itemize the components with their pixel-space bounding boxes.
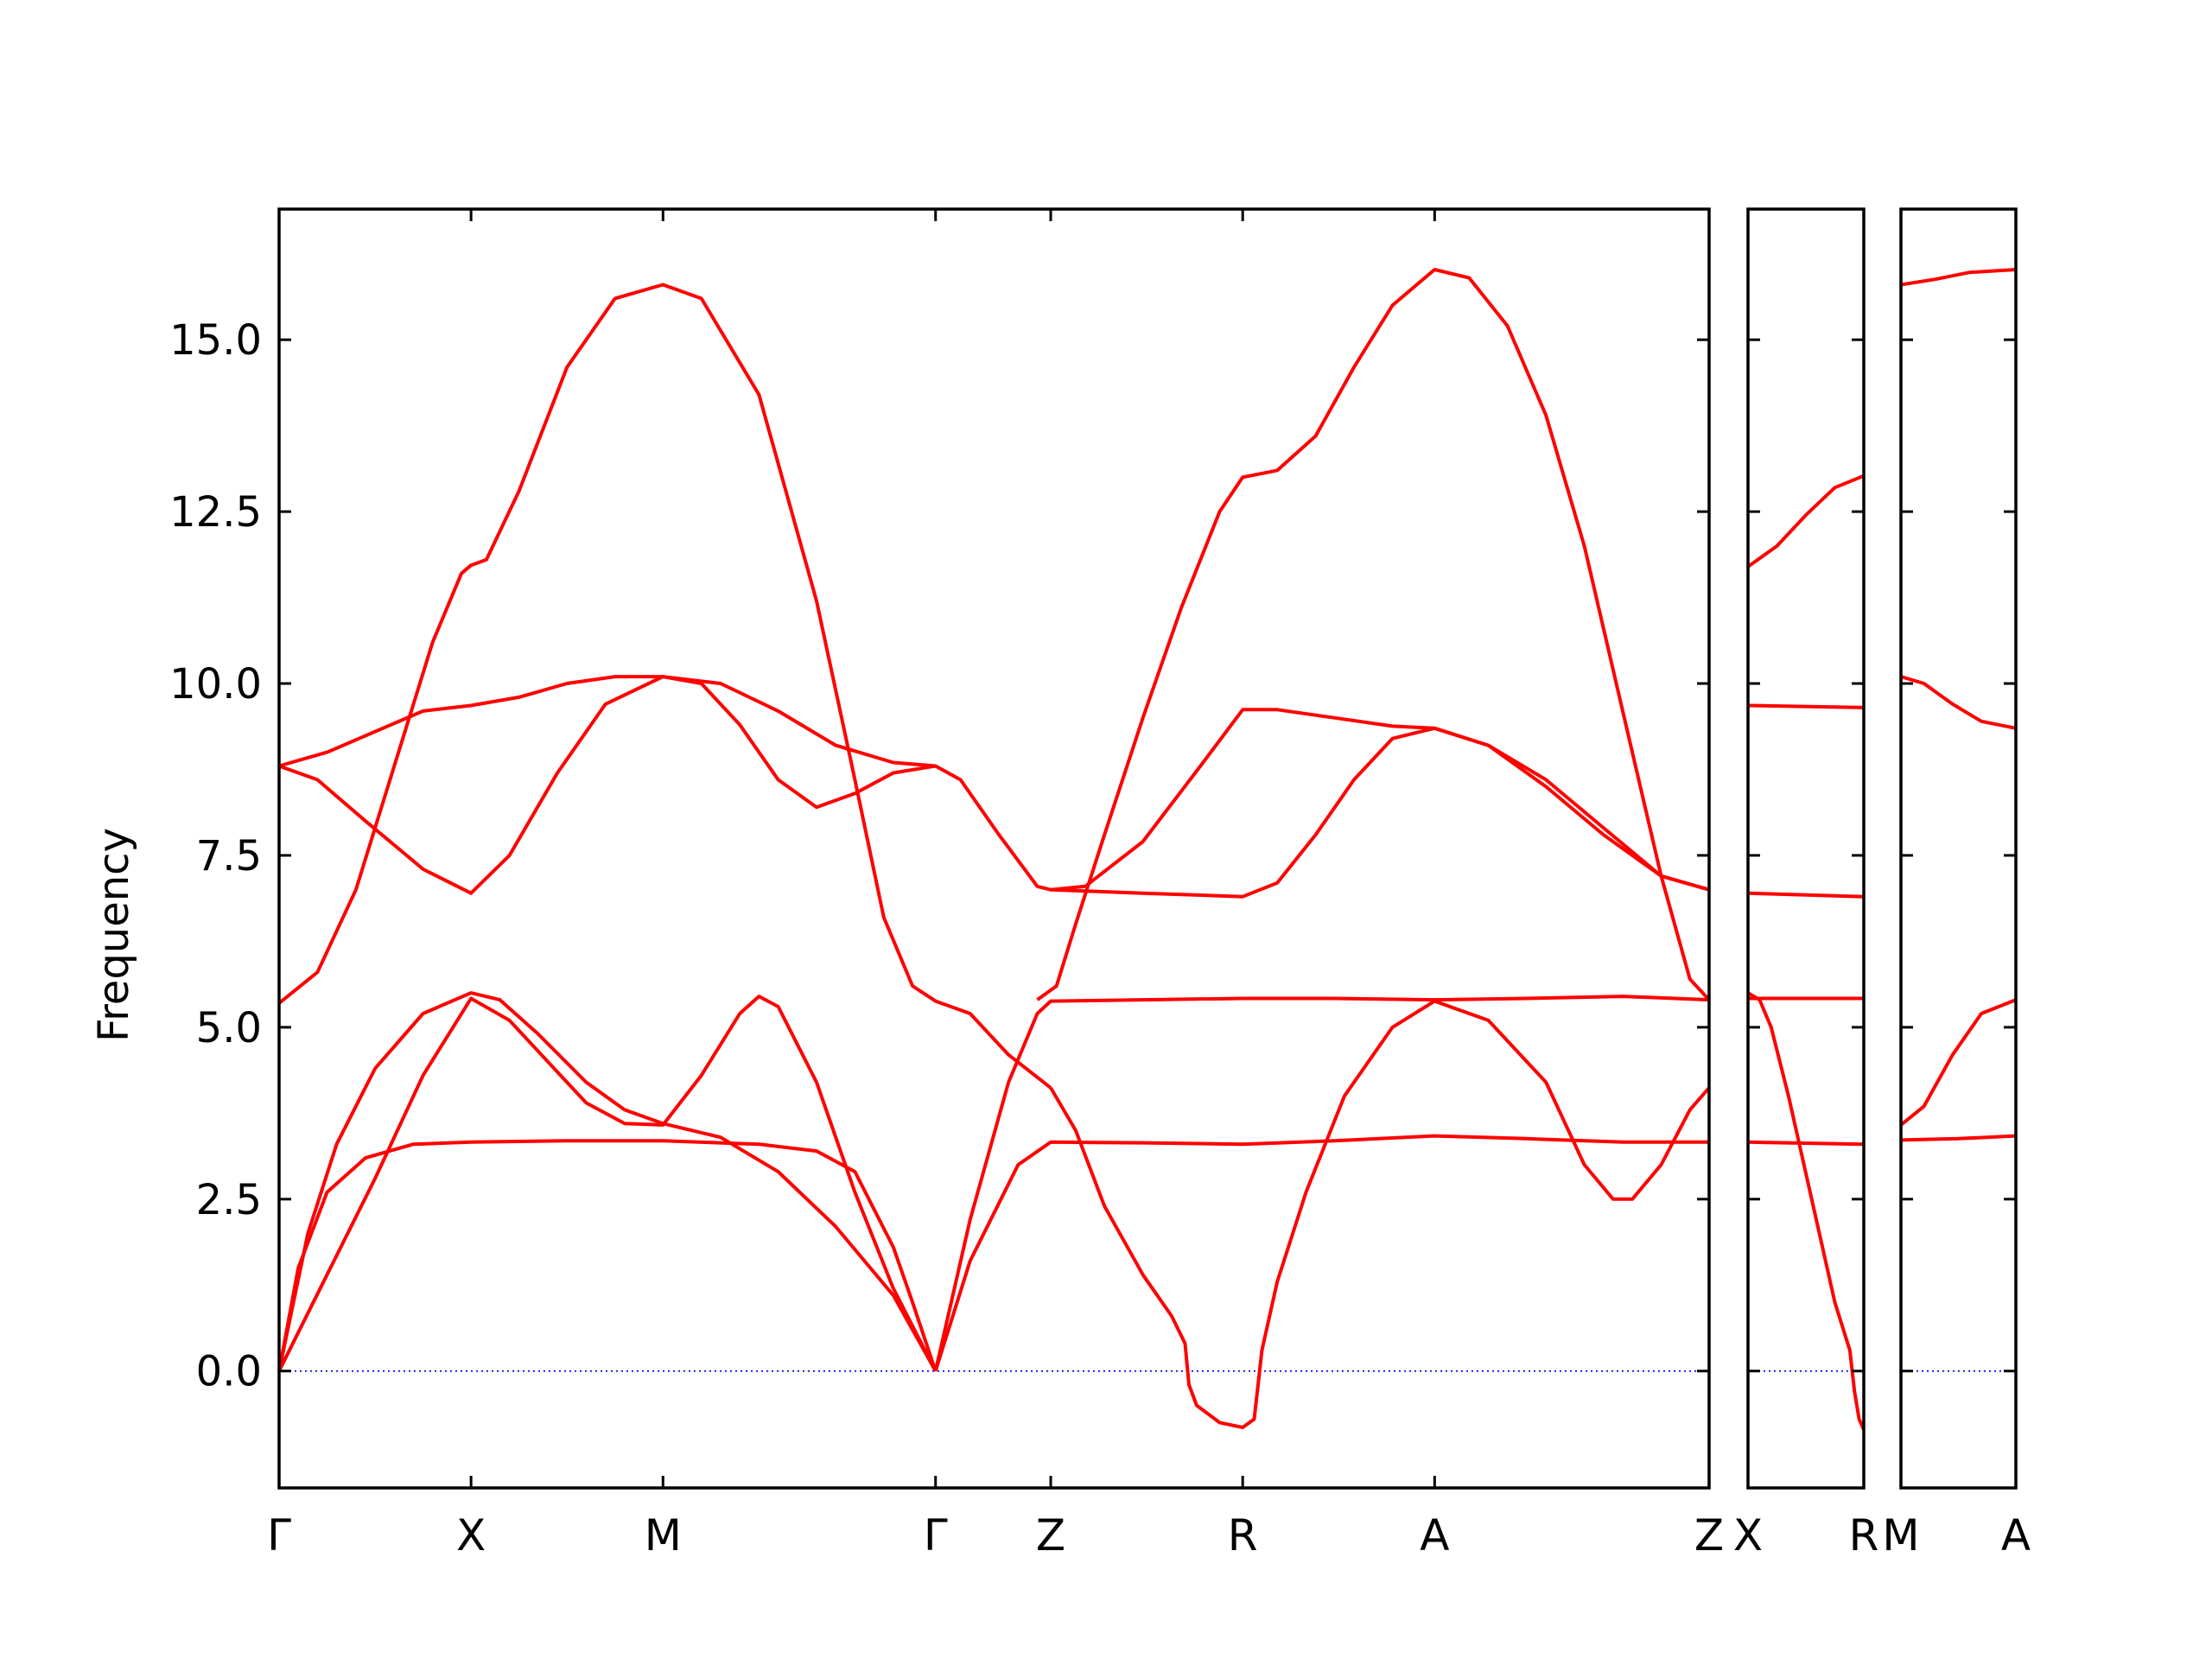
x-tick-label: M (1882, 1510, 1919, 1560)
x-tick-label: Γ (267, 1510, 291, 1560)
band-3-1 (1900, 268, 2017, 287)
x-tick-label: M (645, 1510, 682, 1560)
band-1-11 (1049, 999, 1711, 1429)
x-tick-label: Z (1036, 1510, 1065, 1560)
x-tick-label: A (2001, 1510, 2031, 1560)
y-tick-label: 12.5 (169, 488, 262, 537)
y-tick-label: 10.0 (169, 660, 262, 709)
x-tick-label: X (456, 1510, 486, 1560)
x-tick-label: Γ (924, 1510, 948, 1560)
y-tick-label: 2.5 (196, 1176, 262, 1224)
band-3-4 (1900, 1134, 2017, 1142)
x-tick-label: Z (1694, 1510, 1724, 1560)
y-tick-label: 7.5 (196, 832, 262, 880)
band-1-6 (277, 1139, 938, 1372)
band-1-9 (1050, 726, 1710, 899)
band-1-10 (1036, 268, 1711, 1001)
x-tick-label: A (1420, 1510, 1449, 1560)
band-1-5 (277, 995, 938, 1372)
band-1-4 (277, 991, 938, 1372)
band-1-7 (933, 1134, 1709, 1372)
band-2-5 (1747, 1140, 1865, 1147)
band-3-2 (1900, 675, 2017, 730)
x-tick-label: R (1849, 1510, 1879, 1560)
y-tick-label: 15.0 (169, 316, 262, 365)
band-2-6 (1746, 991, 1866, 1431)
band-1-3 (278, 675, 937, 895)
band-2-1 (1746, 474, 1865, 569)
y-tick-label: 0.0 (196, 1348, 262, 1396)
plot-frame (277, 207, 1711, 1490)
band-2-2 (1747, 703, 1865, 709)
y-axis-label: Frequency (90, 828, 138, 1042)
chart-panels: 0.02.55.07.510.012.515.0Γ X M Γ Z R A Z X R M A (169, 207, 2031, 1560)
plot-frame (1899, 207, 2018, 1490)
band-2-3 (1747, 891, 1865, 899)
x-tick-label: X (1733, 1510, 1763, 1560)
band-1-1 (277, 283, 1052, 1090)
band-3-3 (1899, 998, 2017, 1127)
x-tick-label: R (1228, 1510, 1258, 1560)
band-1-2 (278, 675, 1710, 892)
y-tick-label: 5.0 (196, 1004, 262, 1052)
plot-frame (1746, 207, 1866, 1490)
band-1-8 (933, 995, 1710, 1372)
panel-1: 0.0 2.5 5.0 7.5 10.0 12.5 15.0 Γ X M Γ Z R A Z (169, 207, 1724, 1560)
